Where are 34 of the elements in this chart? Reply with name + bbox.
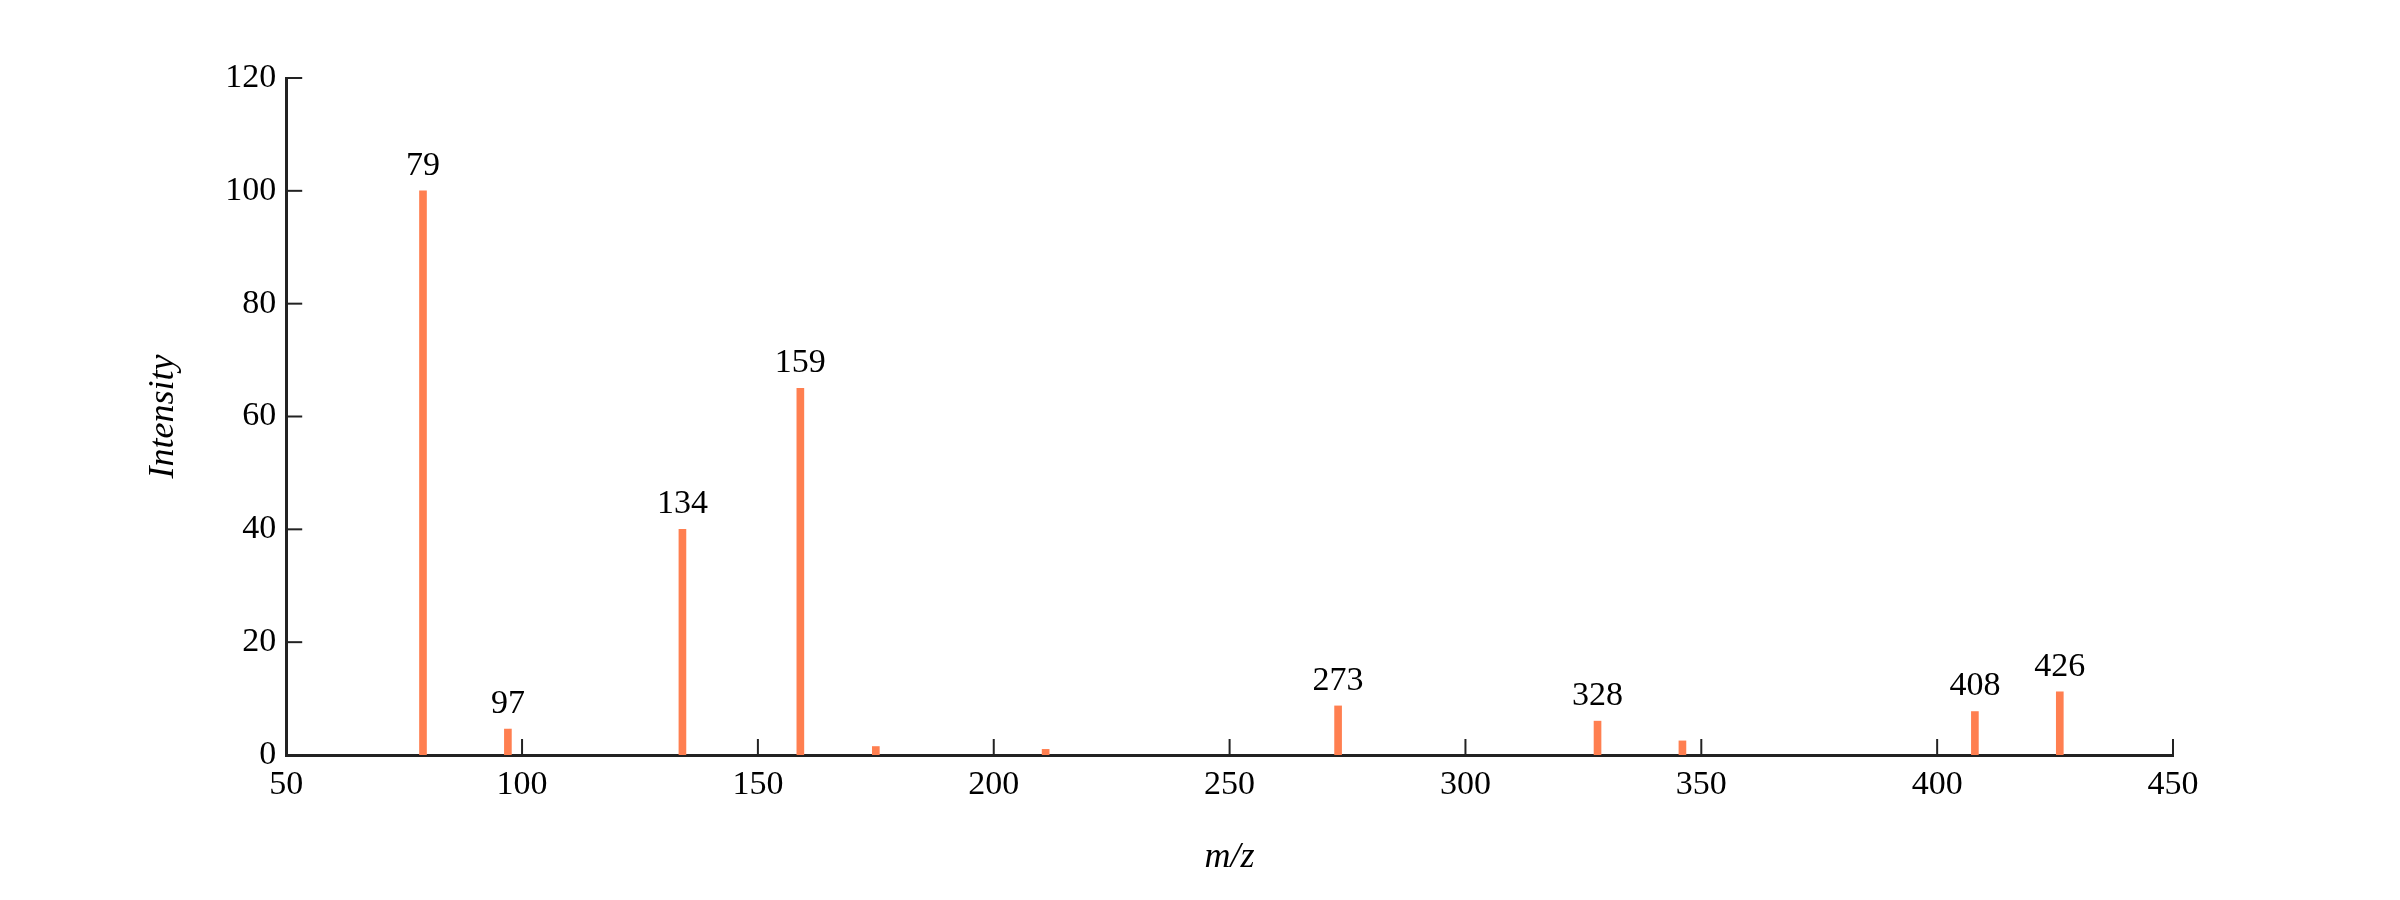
bar [796, 387, 805, 755]
annotation: 273 [1312, 659, 1364, 697]
y-tick-label: 20 [242, 621, 277, 659]
bar [1334, 705, 1342, 755]
annotation: 408 [1949, 665, 2001, 703]
annotation: 79 [405, 144, 440, 182]
x-axis-title: m/z [1204, 834, 1255, 875]
bar [1041, 749, 1050, 755]
bar [2055, 691, 2064, 755]
annotation: 97 [490, 682, 525, 720]
y-tick-label: 40 [242, 508, 277, 546]
bar [678, 529, 687, 755]
bar [504, 728, 512, 755]
annotation: 159 [774, 342, 826, 380]
x-tick-label: 300 [1439, 764, 1491, 802]
x-tick-label: 400 [1911, 764, 1963, 802]
annotation: 426 [2034, 645, 2086, 683]
annotation: 134 [656, 483, 708, 521]
x-tick-label: 150 [732, 764, 784, 802]
y-tick-label: 80 [242, 282, 277, 320]
x-tick-label: 450 [2147, 764, 2199, 802]
bar [872, 746, 880, 755]
y-tick-label: 100 [225, 169, 277, 207]
bar [1971, 711, 1979, 755]
bar [1593, 720, 1602, 755]
y-axis-title: Intensity [141, 354, 182, 480]
annotation: 328 [1572, 675, 1624, 713]
bar [419, 190, 427, 755]
x-tick-label: 200 [968, 764, 1020, 802]
y-tick-label: 120 [225, 56, 277, 94]
x-tick-label: 100 [496, 764, 548, 802]
y-tick-label: 60 [242, 395, 277, 433]
x-tick-label: 250 [1204, 764, 1256, 802]
x-tick-label: 350 [1675, 764, 1727, 802]
